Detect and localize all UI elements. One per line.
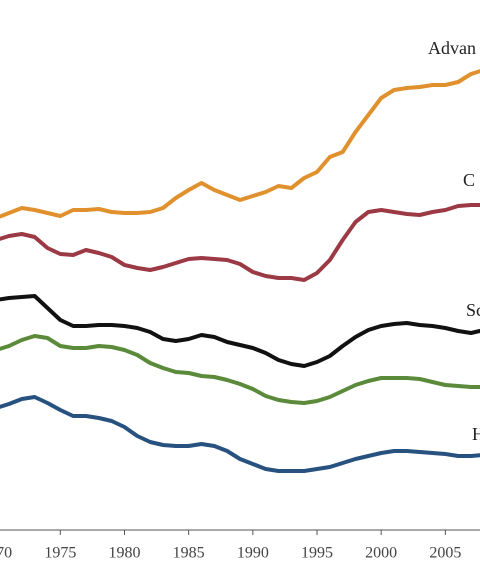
x-tick-label: 2000	[365, 545, 397, 562]
series-line	[0, 294, 480, 368]
series-line	[0, 395, 480, 473]
x-tick-label: 1995	[301, 545, 333, 562]
series-label: C	[463, 170, 475, 190]
x-tick-label: 1975	[44, 545, 76, 562]
series-line	[0, 69, 480, 219]
series-label: Advan	[428, 38, 476, 58]
x-tick-label: 1980	[108, 545, 140, 562]
x-tick-label: 1970	[0, 545, 12, 562]
series-label: Sc	[466, 300, 480, 320]
x-tick-label: 1990	[237, 545, 269, 562]
x-tick-label: 2005	[429, 545, 461, 562]
series-line	[0, 334, 480, 405]
series-line	[0, 203, 480, 282]
x-tick-label: 1985	[173, 545, 205, 562]
series-label: H	[472, 424, 480, 444]
